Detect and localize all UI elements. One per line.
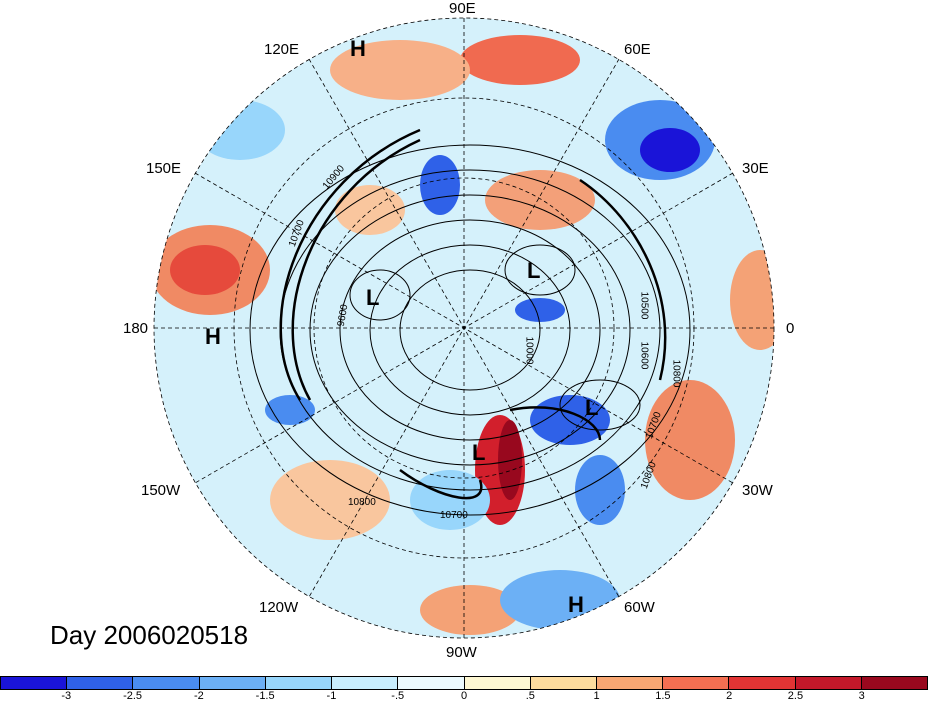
lon-label-120w: 120W [259,599,299,616]
colorbar-segment [795,677,862,689]
colorbar-tick-label: 1 [593,690,600,702]
lon-label-90e: 90E [449,0,476,17]
lon-label-180: 180 [123,320,149,337]
contour-label: 10800 [670,359,682,388]
lon-label-150e: 150E [146,160,182,177]
contour-label: 10500 [638,291,650,320]
day-label: Day 2006020518 [50,620,249,650]
colorbar-segment [398,677,465,689]
colorbar-tick-label: .5 [525,690,535,702]
graticule [153,17,775,639]
lon-label-150w: 150W [141,482,181,499]
polar-map [153,17,775,639]
contour-label: 10000 [523,336,535,365]
colorbar-tick-label: 1.5 [655,690,671,702]
colorbar [0,676,928,690]
low-pressure-marker: L [585,395,599,420]
colorbar-tick-label: 2 [726,690,733,702]
colorbar-segment [861,677,928,689]
contour-label: 10700 [440,510,468,521]
colorbar-segment [332,677,399,689]
colorbar-segment [265,677,333,689]
contour-label: 10600 [638,341,650,370]
contour-label: 10800 [348,497,376,508]
low-pressure-marker: L [472,440,486,465]
colorbar-tick-label: -3 [61,690,72,702]
lon-label-30e: 30E [742,160,769,177]
lon-label-60e: 60E [624,41,651,58]
high-pressure-marker: H [205,324,221,349]
colorbar-segment [530,677,597,689]
colorbar-tick-label: -1.5 [255,690,275,702]
colorbar-segment [596,677,664,689]
high-pressure-marker: H [568,592,584,617]
lon-label-120e: 120E [264,41,300,58]
lon-label-60w: 60W [624,599,655,616]
colorbar-segment [133,677,200,689]
lon-label-30w: 30W [742,482,773,499]
colorbar-segment [663,677,730,689]
lon-label-0: 0 [786,320,795,337]
low-pressure-marker: L [366,285,380,310]
colorbar-tick-label: -1 [326,690,337,702]
colorbar-segment [199,677,266,689]
jet-contours [279,128,667,500]
colorbar-segment [1,677,68,689]
colorbar-tick-label: 0 [460,690,468,702]
colorbar-segment [67,677,134,689]
high-pressure-marker: H [350,36,366,61]
anomaly-field [154,18,774,638]
colorbar-tick-label: -.5 [391,690,405,702]
colorbar-tick-label: 2.5 [787,690,804,702]
colorbar-segment [464,677,531,689]
colorbar-segment [729,677,796,689]
colorbar-tick-label: -2 [193,690,204,702]
colorbar-tick-label: 3 [858,690,865,702]
colorbar-tick-label: -2.5 [123,690,143,702]
low-pressure-marker: L [527,258,541,283]
lon-label-90w: 90W [446,644,477,661]
